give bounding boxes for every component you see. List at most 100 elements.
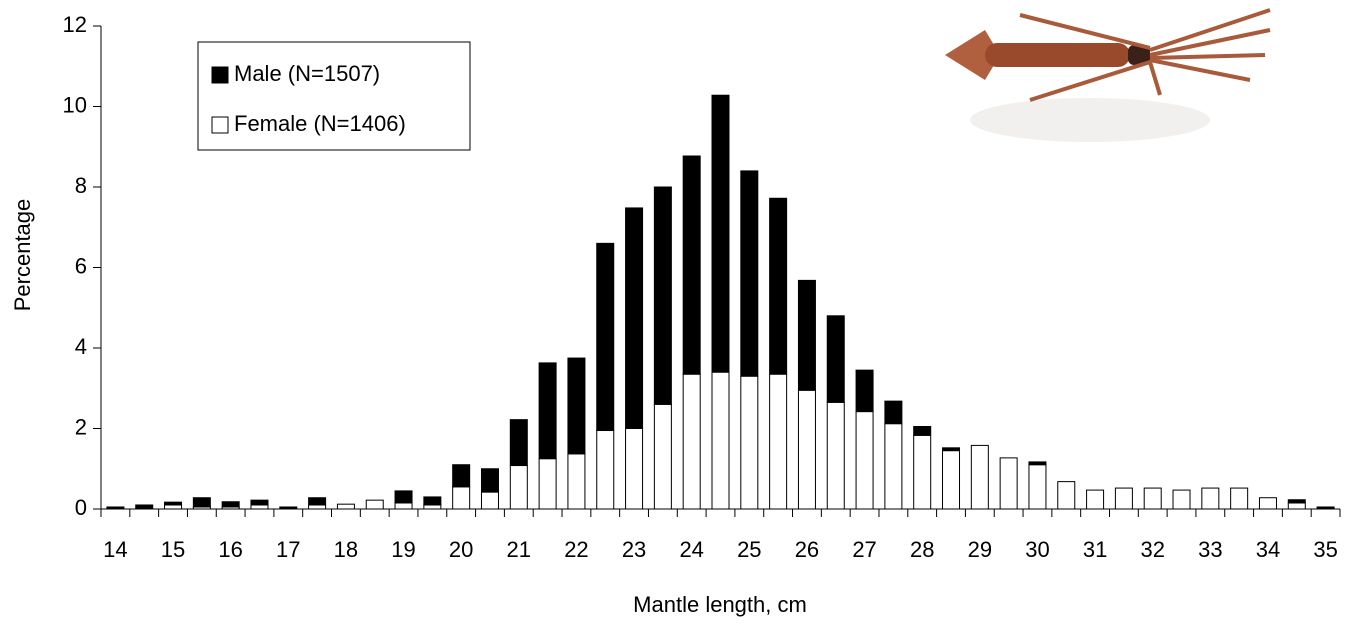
bar-segment — [135, 504, 154, 510]
y-tick-label: 4 — [75, 334, 87, 359]
x-tick-label: 24 — [679, 537, 703, 562]
bar-segment — [567, 357, 586, 455]
bar-segment — [625, 207, 644, 429]
bar-segment — [538, 362, 557, 460]
bar-segment — [1230, 487, 1249, 510]
bar-segment — [797, 279, 816, 391]
bar-segment — [826, 315, 845, 403]
bar-segment — [913, 425, 932, 436]
bar-segment — [192, 497, 211, 508]
x-tick-label: 25 — [737, 537, 761, 562]
x-tick-label: 35 — [1313, 537, 1337, 562]
bar-segment — [308, 504, 327, 510]
x-tick-label: 15 — [161, 537, 185, 562]
x-tick-label: 31 — [1083, 537, 1107, 562]
bar-segment — [740, 170, 759, 377]
bar-segment — [423, 504, 442, 510]
bar-segment — [538, 458, 557, 510]
bar-segment — [913, 434, 932, 510]
bar-segment — [682, 155, 701, 375]
x-tick-label: 16 — [218, 537, 242, 562]
bar-segment — [1028, 461, 1047, 466]
y-tick-label: 10 — [63, 92, 87, 117]
bar-segment — [740, 375, 759, 510]
bar-segment — [1143, 487, 1162, 510]
bar-segment — [365, 499, 384, 510]
legend-label: Female (N=1406) — [234, 111, 406, 136]
bar-segment — [942, 447, 961, 452]
bar-segment — [711, 371, 730, 510]
bar-segment — [423, 496, 442, 506]
x-tick-label: 27 — [852, 537, 876, 562]
bar-segment — [394, 502, 413, 510]
x-tick-label: 18 — [334, 537, 358, 562]
bar-segment — [625, 428, 644, 510]
bar-segment — [1287, 502, 1306, 510]
bar-segment — [1172, 489, 1191, 510]
x-tick-label: 26 — [795, 537, 819, 562]
bar-segment — [1028, 464, 1047, 510]
legend-swatch — [211, 66, 229, 84]
bar-segment — [1258, 497, 1277, 510]
bar-segment — [164, 504, 183, 510]
bar-segment — [711, 94, 730, 373]
x-tick-label: 34 — [1256, 537, 1280, 562]
bar-segment — [452, 464, 471, 488]
x-tick-label: 21 — [507, 537, 531, 562]
bar-segment — [970, 444, 989, 510]
bar-segment — [1287, 499, 1306, 504]
y-tick-label: 0 — [75, 495, 87, 520]
legend-swatch — [211, 116, 229, 134]
bar-segment — [797, 389, 816, 510]
bar-segment — [769, 197, 788, 375]
bar-segment — [480, 468, 499, 493]
bar-segment — [884, 423, 903, 510]
bar-segment — [308, 497, 327, 506]
x-tick-label: 33 — [1198, 537, 1222, 562]
bar-segment — [999, 457, 1018, 510]
bar-segment — [942, 450, 961, 510]
bar-segment — [682, 373, 701, 510]
x-tick-label: 29 — [968, 537, 992, 562]
bar-segment — [164, 501, 183, 506]
x-tick-label: 23 — [622, 537, 646, 562]
bar-segment — [567, 453, 586, 510]
bar-segment — [596, 242, 615, 432]
bar-segment — [509, 465, 528, 510]
y-tick-label: 2 — [75, 414, 87, 439]
bar-segment — [250, 504, 269, 510]
bar-segment — [769, 373, 788, 510]
bar-segment — [826, 401, 845, 510]
y-tick-label: 6 — [75, 253, 87, 278]
x-tick-label: 28 — [910, 537, 934, 562]
legend — [197, 41, 471, 151]
bar-segment — [452, 486, 471, 510]
bar-segment — [480, 491, 499, 510]
x-axis-title: Mantle length, cm — [633, 592, 807, 617]
y-tick-label: 12 — [63, 12, 87, 37]
legend-box — [197, 41, 471, 151]
bar-segment — [1086, 489, 1105, 510]
x-tick-label: 30 — [1025, 537, 1049, 562]
x-tick-label: 22 — [564, 537, 588, 562]
bar-segment — [653, 403, 672, 510]
bar-segment — [653, 186, 672, 405]
bar-segment — [336, 503, 355, 510]
bar-segment — [509, 419, 528, 467]
bar-segment — [394, 490, 413, 504]
y-axis-title: Percentage — [10, 199, 35, 312]
y-tick-label: 8 — [75, 173, 87, 198]
bar-segment — [1201, 487, 1220, 510]
bar-segment — [884, 400, 903, 425]
x-tick-label: 19 — [391, 537, 415, 562]
bar-segment — [221, 501, 240, 508]
bar-segment — [596, 430, 615, 510]
legend-label: Male (N=1507) — [234, 61, 380, 86]
x-tick-label: 14 — [103, 537, 127, 562]
bar-segment — [250, 499, 269, 506]
x-tick-label: 32 — [1140, 537, 1164, 562]
bar-segment — [1114, 487, 1133, 510]
bar-segment — [855, 369, 874, 413]
squid-picture — [945, 8, 1271, 142]
